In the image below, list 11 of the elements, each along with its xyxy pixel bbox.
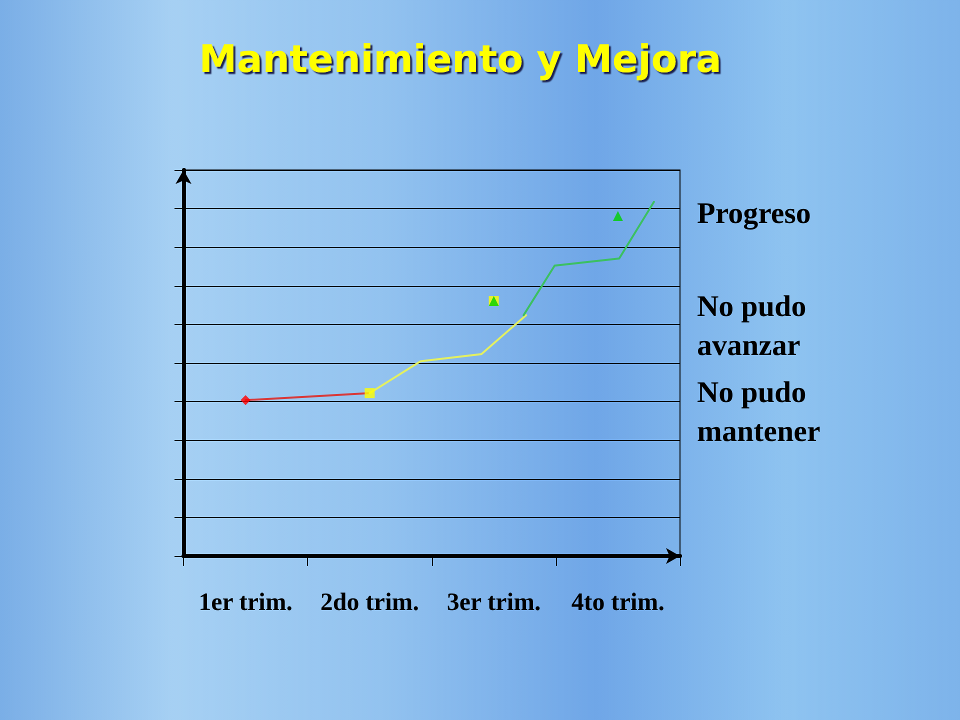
point: [612, 211, 623, 222]
text: No pudo mantener: [697, 376, 820, 448]
x-tick-label: 2do trim.: [320, 589, 419, 616]
x-tick-label: 1er trim.: [198, 589, 293, 616]
point: [240, 395, 251, 406]
chart-title: Mantenimiento y Mejora: [199, 37, 722, 81]
x-tick-label: 4to trim.: [571, 589, 664, 616]
x-tick-label: 3er trim.: [446, 589, 541, 616]
text: No pudo avanzar: [697, 290, 814, 362]
point: [364, 388, 375, 398]
text: Progreso: [697, 197, 811, 230]
